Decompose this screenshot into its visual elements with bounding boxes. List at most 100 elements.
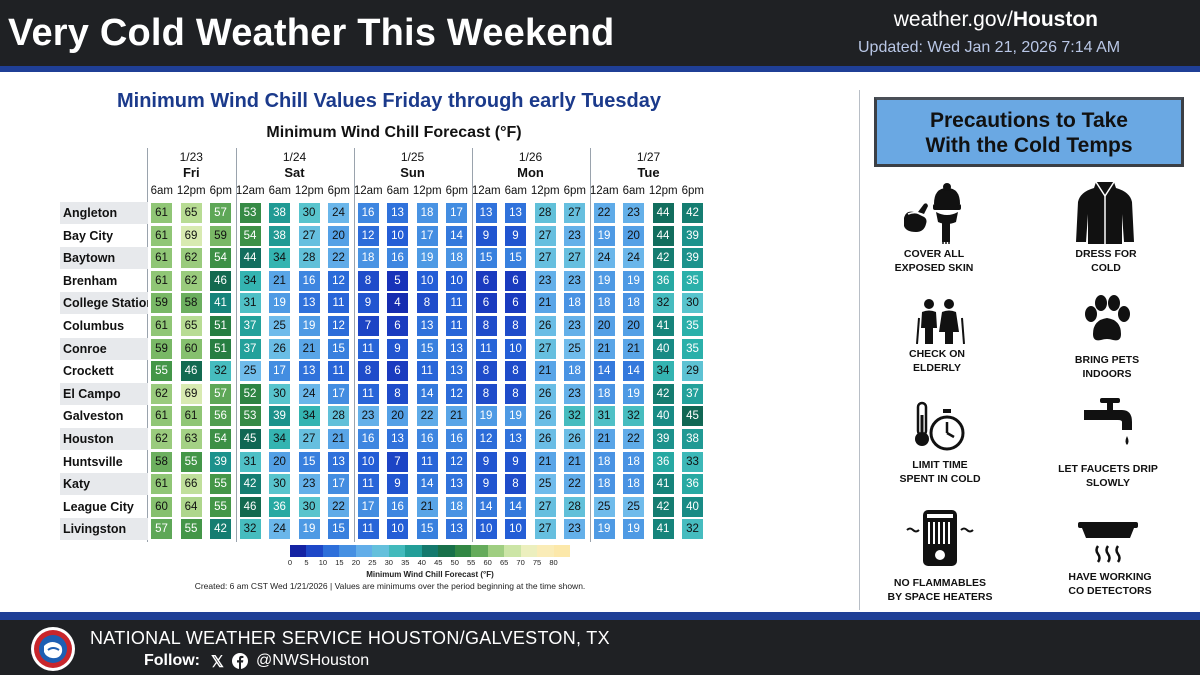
- wind-chill-cell: 20: [328, 225, 349, 246]
- wind-chill-cell: 8: [505, 316, 526, 336]
- wind-chill-cell: 36: [652, 451, 674, 472]
- wind-chill-cell: 17: [357, 496, 379, 517]
- social-handle[interactable]: @NWSHouston: [256, 652, 370, 669]
- scarf-hat-icon: [904, 183, 961, 244]
- wind-chill-cell: 18: [593, 383, 615, 404]
- wind-chill-cell: 61: [151, 406, 172, 427]
- day-name: Fri: [182, 165, 200, 180]
- wind-chill-cell: 61: [151, 270, 172, 291]
- time-label: 12am: [235, 185, 265, 197]
- wind-chill-cell: 8: [416, 293, 438, 314]
- wind-chill-cell: 27: [564, 203, 585, 223]
- wind-chill-cell: 62: [180, 248, 202, 269]
- wind-chill-cell: 19: [623, 270, 644, 291]
- wind-chill-cell: 11: [446, 316, 467, 336]
- day-date: 1/26: [518, 150, 543, 164]
- wind-chill-cell: 6: [387, 361, 408, 382]
- wind-chill-cell: 34: [298, 406, 320, 427]
- wind-chill-cell: 12: [446, 383, 467, 404]
- site-link[interactable]: weather.gov/Houston: [894, 8, 1098, 32]
- legend-tick: 40: [417, 558, 426, 567]
- table-row: Huntsville 58 55 39 31 20 15 13 10 7 11 12 9 9 21 21 18 1…: [60, 451, 720, 473]
- wind-chill-cell: 26: [534, 406, 556, 427]
- facebook-icon[interactable]: [232, 653, 248, 669]
- day-date: 1/23: [179, 150, 203, 164]
- wind-chill-cell: 61: [151, 225, 172, 246]
- wind-chill-cell: 21: [593, 338, 615, 359]
- time-label: 6am: [268, 185, 291, 197]
- wind-chill-cell: 58: [151, 451, 172, 472]
- legend-tick: 80: [549, 558, 558, 567]
- legend-swatch: [520, 545, 538, 557]
- legend-tick: 65: [499, 558, 509, 567]
- wind-chill-cell: 14: [416, 474, 438, 495]
- wind-chill-cell: 23: [564, 270, 585, 291]
- table-row: Galveston 61 61 56 53 39 34 28 23 20 22 21 19 19 26 32 3…: [60, 405, 720, 427]
- wind-chill-cell: 13: [446, 519, 467, 540]
- nws-logo[interactable]: [30, 626, 76, 672]
- space-heater-icon: [906, 510, 974, 566]
- wind-chill-cell: 23: [564, 519, 585, 540]
- day-date: 1/24: [282, 150, 307, 164]
- wind-chill-cell: 18: [593, 451, 615, 472]
- wind-chill-cell: 25: [269, 316, 290, 336]
- wind-chill-cell: 53: [239, 203, 261, 223]
- wind-chill-cell: 18: [623, 474, 644, 495]
- wind-chill-cell: 25: [239, 361, 261, 382]
- wind-chill-cell: 10: [387, 519, 408, 540]
- legend-swatch: [372, 545, 389, 557]
- wind-chill-cell: 6: [505, 293, 526, 314]
- legend-swatch: [553, 545, 570, 557]
- wind-chill-cell: 33: [682, 451, 703, 472]
- tip-limit-time-label: LIMIT TIME SPENT IN COLD: [899, 459, 981, 485]
- wind-chill-cell: 18: [623, 451, 644, 472]
- wind-chill-cell: 14: [505, 496, 526, 517]
- wind-chill-cell: 20: [387, 406, 408, 427]
- wind-chill-cell: 6: [475, 293, 497, 314]
- wind-chill-cell: 10: [387, 225, 408, 246]
- wind-chill-cell: 45: [239, 429, 261, 449]
- wind-chill-cell: 60: [151, 496, 172, 517]
- wind-chill-cell: 21: [328, 429, 349, 449]
- wind-chill-cell: 34: [269, 429, 290, 449]
- wind-chill-cell: 10: [475, 519, 497, 540]
- wind-chill-cell: 21: [593, 429, 615, 449]
- wind-chill-cell: 66: [180, 474, 202, 495]
- wind-chill-cell: 24: [269, 519, 290, 540]
- city-name: Galveston: [63, 409, 124, 424]
- wind-chill-cell: 61: [151, 474, 172, 495]
- legend-swatch: [454, 545, 472, 557]
- updated-timestamp: Updated: Wed Jan 21, 2026 7:14 AM: [858, 39, 1121, 56]
- wind-chill-cell: 29: [682, 361, 703, 382]
- wind-chill-cell: 23: [298, 474, 320, 495]
- city-name: Conroe: [60, 337, 148, 360]
- city-name: Brenham: [63, 273, 118, 288]
- city-name: Angleton: [60, 202, 148, 224]
- legend-tick: 60: [483, 558, 492, 567]
- day-date: 1/27: [636, 150, 661, 164]
- wind-chill-cell: 14: [623, 361, 644, 382]
- wind-chill-cell: 18: [564, 293, 585, 314]
- wind-chill-cell: 45: [682, 406, 703, 427]
- wind-chill-cell: 11: [446, 293, 467, 314]
- wind-chill-cell: 16: [446, 429, 467, 449]
- wind-chill-cell: 38: [269, 203, 290, 223]
- wind-chill-cell: 13: [387, 203, 408, 223]
- wind-chill-cell: 11: [357, 519, 379, 540]
- city-name: Huntsville: [63, 454, 123, 469]
- wind-chill-cell: 37: [239, 338, 261, 359]
- wind-chill-cell: 7: [357, 316, 379, 336]
- wind-chill-cell: 65: [180, 316, 202, 336]
- time-label: 6am: [504, 185, 527, 197]
- wind-chill-cell: 38: [269, 225, 290, 246]
- wind-chill-cell: 23: [534, 270, 556, 291]
- x-social-icon[interactable]: 𝕏: [211, 654, 224, 671]
- precautions-title-line1: Precautions to Take: [929, 109, 1128, 132]
- wind-chill-cell: 11: [475, 338, 497, 359]
- wind-chill-cell: 30: [682, 293, 703, 314]
- wind-chill-cell: 10: [416, 270, 438, 291]
- time-label: 6pm: [445, 185, 468, 197]
- wind-chill-cell: 52: [239, 383, 261, 404]
- wind-chill-cell: 59: [210, 225, 231, 246]
- wind-chill-cell: 31: [239, 451, 261, 472]
